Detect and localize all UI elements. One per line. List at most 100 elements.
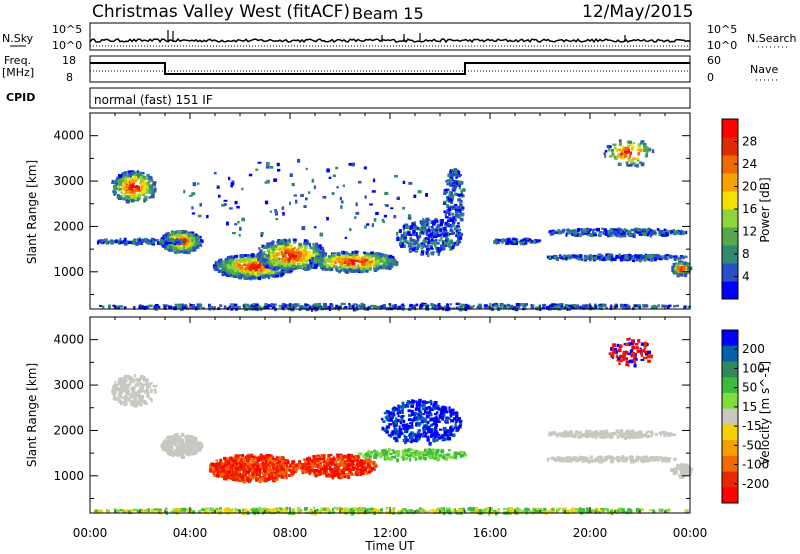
power-echo: [431, 227, 435, 230]
power-echo: [302, 253, 306, 256]
power-echo: [524, 242, 528, 245]
power-echo: [417, 243, 420, 248]
velocity-echo: [262, 459, 266, 463]
power-echo: [283, 264, 287, 267]
power-echo: [147, 181, 150, 186]
power-echo: [187, 250, 191, 255]
velocity-echo: [117, 393, 122, 397]
power-echo: [621, 157, 626, 160]
power-echo: [575, 233, 579, 237]
power-echo: [274, 271, 277, 275]
power-ground: [351, 304, 355, 309]
power-echo: [424, 245, 428, 248]
velocity-echo: [263, 463, 266, 467]
power-echo: [411, 222, 415, 226]
power-echo: [285, 250, 288, 254]
power-ground: [515, 303, 520, 307]
power-echo: [435, 229, 439, 232]
power-echo: [320, 255, 323, 259]
power-echo: [449, 173, 454, 177]
power-ground: [577, 306, 580, 309]
power-echo: [451, 168, 455, 172]
power-echo: [627, 144, 631, 148]
power-echo: [334, 265, 338, 269]
power-echo: [144, 195, 148, 199]
velocity-echo: [232, 477, 236, 482]
velocity-echo: [253, 458, 258, 461]
power-echo: [618, 255, 623, 260]
power-echo: [567, 254, 571, 257]
power-echo: [414, 250, 419, 253]
power-echo: [581, 233, 584, 236]
power-echo: [615, 254, 619, 258]
power-echo: [132, 241, 136, 245]
power-echo: [271, 248, 275, 251]
power-echo: [630, 228, 635, 232]
velocity-echo: [199, 442, 203, 446]
power-ground: [430, 302, 434, 307]
power-echo: [630, 158, 633, 162]
velocity-echo: [291, 460, 296, 464]
velocity-echo: [219, 460, 223, 464]
power-echo: [185, 245, 189, 250]
power-echo: [167, 248, 171, 252]
velocity-echo: [180, 450, 183, 453]
power-echo: [225, 257, 229, 261]
velocity-echo: [167, 443, 172, 447]
power-echo: [175, 249, 178, 254]
power-echo: [422, 240, 425, 243]
power-echo: [248, 256, 253, 259]
power-echo: [583, 231, 587, 235]
power-ground: [459, 308, 463, 312]
power-ground: [650, 305, 655, 310]
power-echo: [458, 183, 461, 187]
power-echo: [284, 246, 287, 249]
power-echo: [617, 229, 620, 234]
power-echo: [186, 247, 190, 251]
power-echo: [423, 229, 426, 232]
power-echo: [123, 171, 127, 174]
power-echo: [222, 267, 227, 270]
power-echo: [426, 241, 430, 245]
power-echo: [365, 261, 370, 265]
velocity-echo: [177, 440, 182, 443]
power-echo: [457, 198, 462, 202]
power-ground: [598, 305, 602, 309]
velocity-echo: [264, 472, 269, 475]
power-echo: [669, 254, 673, 259]
velocity-echo: [168, 448, 171, 451]
power-echo: [450, 239, 453, 244]
velocity-echo: [266, 459, 270, 464]
power-echo: [415, 232, 418, 236]
power-ground: [332, 307, 337, 310]
power-echo: [316, 261, 320, 264]
power-echo: [283, 238, 287, 242]
velocity-echo: [232, 473, 235, 477]
velocity-echo: [273, 471, 277, 474]
velocity-echo: [166, 452, 169, 455]
velocity-echo: [163, 439, 166, 442]
velocity-echo: [191, 448, 195, 453]
power-echo: [442, 230, 446, 234]
colorbar-tick-label: 4: [742, 270, 750, 284]
power-echo: [96, 240, 100, 245]
power-echo: [590, 255, 594, 259]
power-echo: [125, 189, 130, 193]
power-echo: [390, 207, 394, 210]
power-echo: [135, 241, 139, 246]
power-echo: [619, 258, 623, 262]
velocity-echo: [256, 459, 259, 463]
power-echo: [191, 238, 194, 243]
power-echo: [461, 188, 466, 192]
power-echo: [622, 230, 626, 235]
power-echo: [622, 258, 627, 262]
power-echo: [433, 230, 436, 233]
power-echo: [646, 149, 649, 153]
power-echo: [629, 151, 633, 155]
power-echo: [603, 256, 606, 259]
power-ground: [370, 304, 374, 308]
power-ground: [264, 303, 268, 306]
power-echo: [257, 257, 260, 262]
velocity-echo: [208, 465, 212, 469]
power-echo: [120, 191, 124, 194]
